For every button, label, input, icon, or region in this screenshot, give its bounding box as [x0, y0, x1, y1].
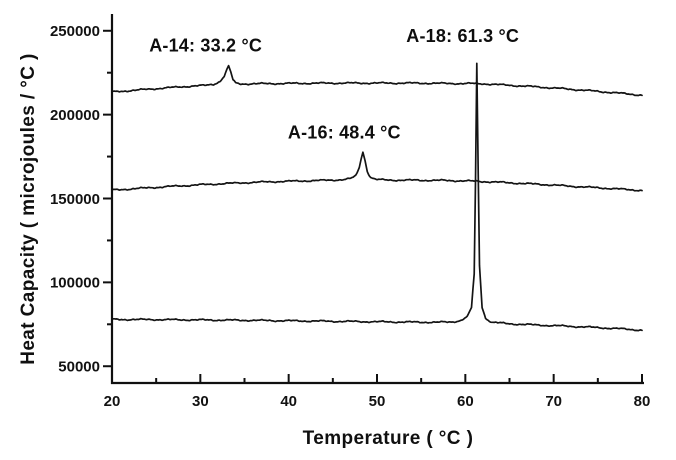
y-tick-label: 200000 [50, 107, 100, 124]
y-tick-label: 50000 [58, 358, 100, 375]
y-tick-label: 100000 [50, 275, 100, 292]
tick-labels-layer: 20 30 40 50 60 70 80 50000 100000 150000 200000 250… [50, 23, 650, 410]
y-tick-label: 150000 [50, 191, 100, 208]
peak-annotation-a-18: A-18: 61.3 °C [406, 26, 519, 46]
series-a-16-curve [111, 151, 643, 192]
y-axis-title: Heat Capacity ( microjoules / °C ) [18, 53, 39, 365]
x-tick-label: 70 [545, 393, 562, 410]
annotations-layer: A-14: 33.2 °C A-16: 48.4 °C A-18: 61.3 °C [149, 26, 519, 142]
series-a-18-curve [111, 62, 643, 332]
ticks-layer [103, 29, 643, 383]
x-tick-label: 20 [104, 393, 121, 410]
x-tick-label: 40 [280, 393, 297, 410]
series-a-14-curve [111, 64, 643, 97]
x-tick-label: 80 [634, 393, 651, 410]
peak-annotation-a-16: A-16: 48.4 °C [288, 123, 401, 143]
peak-annotation-a-14: A-14: 33.2 °C [149, 35, 262, 55]
x-axis-title: Temperature ( °C ) [303, 428, 474, 449]
y-tick-label: 250000 [50, 23, 100, 40]
curves-layer [111, 62, 643, 332]
x-tick-label: 60 [457, 393, 474, 410]
axes-layer [110, 14, 644, 385]
x-tick-label: 50 [369, 393, 386, 410]
x-tick-label: 30 [192, 393, 209, 410]
